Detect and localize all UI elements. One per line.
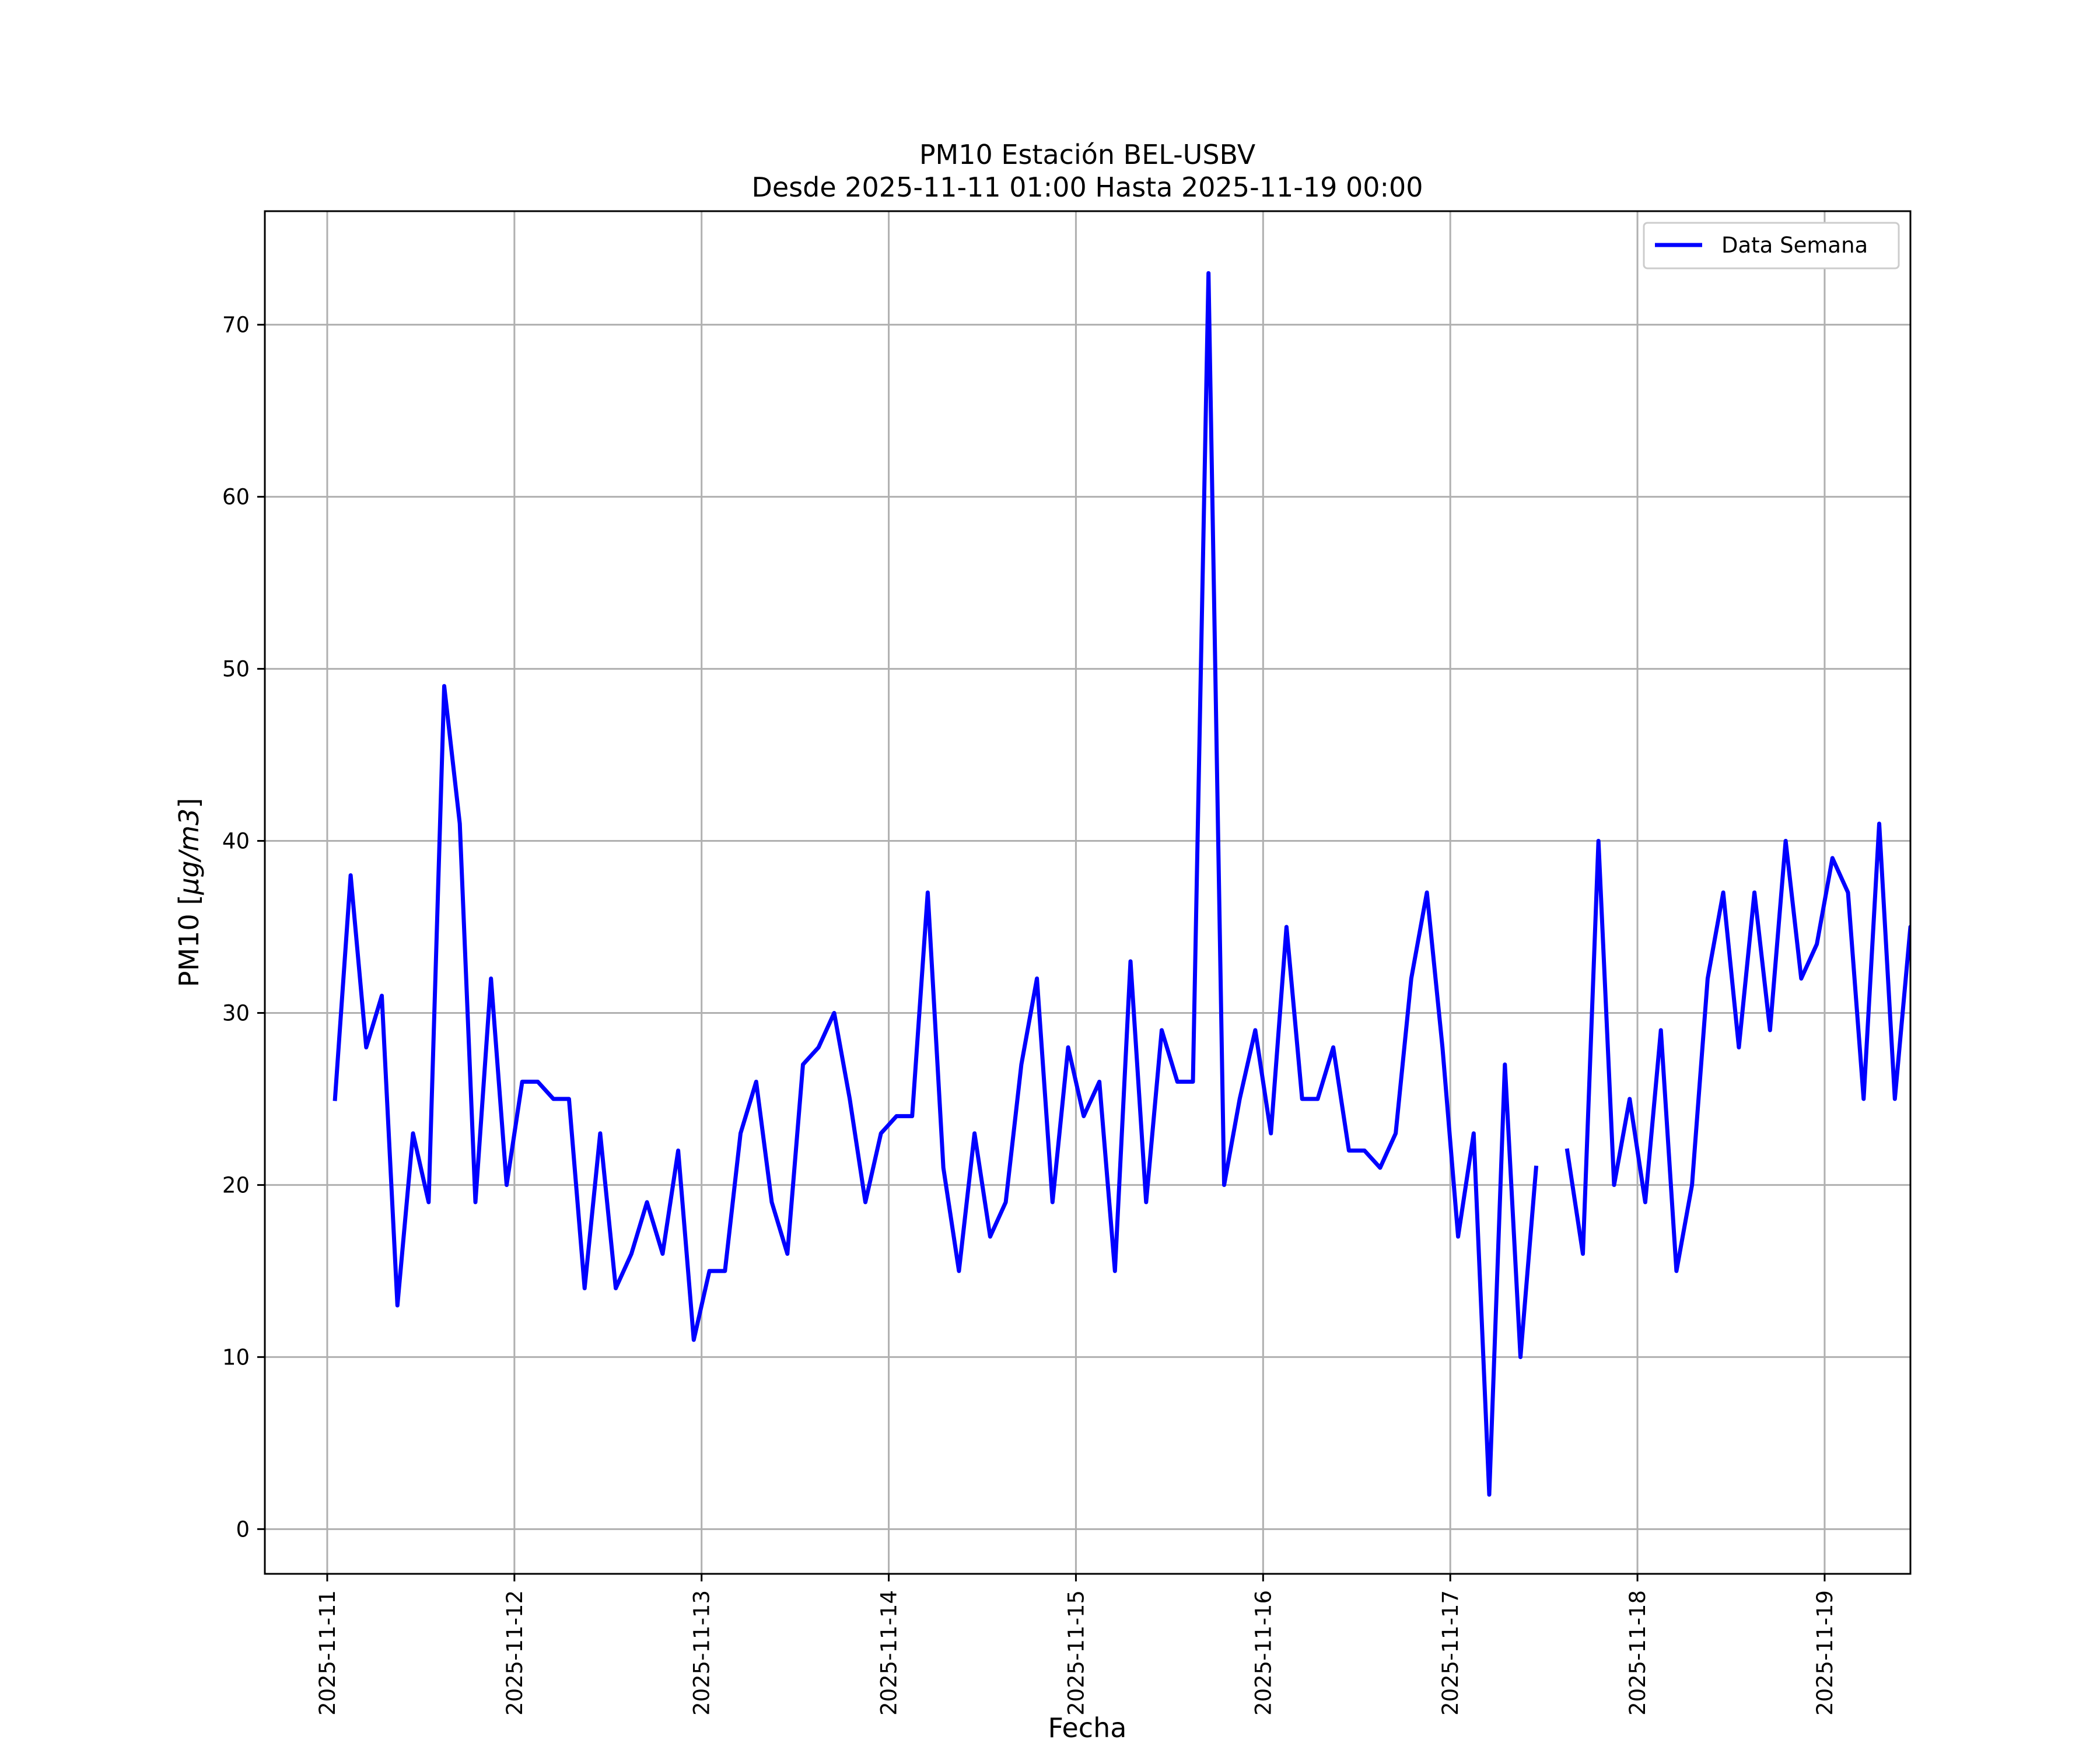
y-tick-label: 30 — [222, 1000, 250, 1026]
x-tick-label: 2025-11-14 — [877, 1590, 902, 1716]
series-layer — [332, 271, 1910, 1497]
series-line-0 — [332, 271, 1910, 1497]
x-tick-label: 2025-11-11 — [315, 1590, 340, 1716]
y-tick-label: 0 — [236, 1517, 250, 1542]
legend-frame — [1643, 222, 1900, 270]
x-tick-label: 2025-11-18 — [1625, 1590, 1650, 1716]
plot-frame — [264, 210, 1912, 1575]
legend: Data Semana — [1643, 222, 1900, 270]
chart-subtitle: Desde 2025-11-11 01:00 Hasta 2025-11-19 … — [751, 172, 1423, 203]
y-tick-label: 70 — [222, 313, 250, 338]
y-tick-label: 20 — [222, 1172, 250, 1198]
y-axis-ticks: 0 10 20 30 40 50 60 70 — [222, 313, 265, 1542]
chart-title: PM10 Estación BEL-USBV — [919, 139, 1256, 170]
x-axis-ticks: 2025-11-11 2025-11-12 2025-11-13 2025-11-14… — [315, 1574, 1838, 1716]
x-tick-label: 2025-11-13 — [690, 1590, 715, 1716]
y-tick-label: 10 — [222, 1345, 250, 1370]
y-tick-label: 50 — [222, 657, 250, 682]
x-tick-label: 2025-11-19 — [1812, 1590, 1838, 1716]
grid — [265, 211, 1910, 1574]
x-tick-label: 2025-11-12 — [502, 1590, 527, 1716]
x-tick-label: 2025-11-16 — [1251, 1590, 1276, 1716]
y-axis-label: PM10 [μg/m3] — [173, 798, 205, 988]
y-tick-label: 60 — [222, 485, 250, 510]
x-tick-label: 2025-11-17 — [1438, 1590, 1463, 1716]
x-axis-label: Fecha — [1048, 1712, 1127, 1744]
y-tick-label: 40 — [222, 829, 250, 854]
legend-label: Data Semana — [1721, 233, 1868, 258]
x-tick-label: 2025-11-15 — [1063, 1590, 1088, 1716]
